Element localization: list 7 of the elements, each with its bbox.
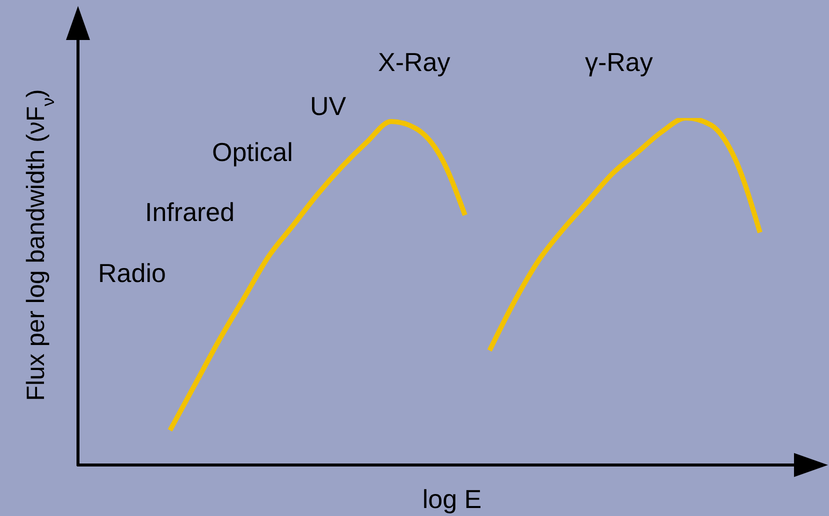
annotation: Radio (98, 258, 166, 288)
text: X-Ray (378, 47, 450, 77)
annotation: Optical (212, 137, 293, 167)
annotation: UV (310, 91, 347, 121)
x-axis-title: log E (422, 484, 482, 514)
annotation: Infrared (145, 197, 235, 227)
text: γ-Ray (585, 47, 653, 77)
